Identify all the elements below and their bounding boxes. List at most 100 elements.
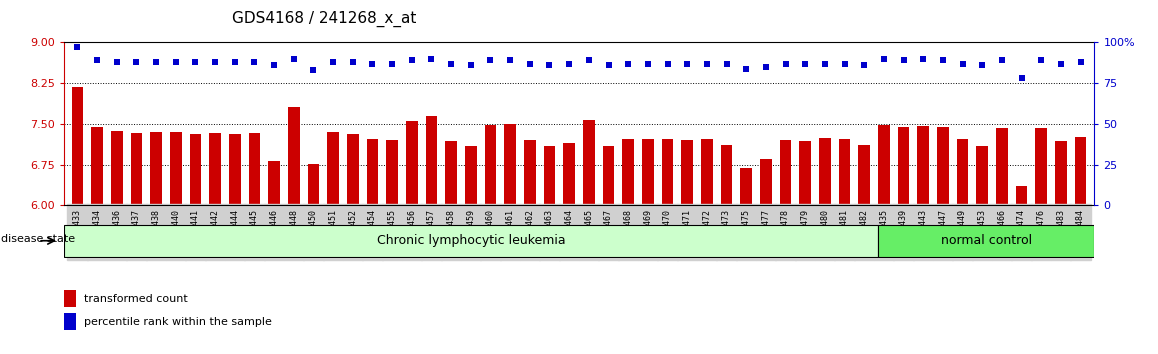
Bar [543,145,556,205]
Point [364,61,382,67]
Point [127,59,146,65]
Bar [996,128,1007,205]
Point [1071,59,1090,65]
Bar [1075,137,1086,205]
Point [167,59,185,65]
Bar [1055,141,1067,205]
Point [855,62,873,68]
Point [541,62,559,68]
Bar [426,116,438,205]
Bar [799,141,811,205]
Point [894,58,913,63]
Bar [229,134,241,205]
Bar [406,121,418,205]
Bar [878,125,889,205]
Point [992,58,1011,63]
Bar [878,225,1094,257]
Text: Chronic lymphocytic leukemia: Chronic lymphocytic leukemia [376,234,565,247]
Point [717,61,735,67]
Bar [269,161,280,205]
Point [1032,58,1050,63]
Bar [288,107,300,205]
Text: transformed count: transformed count [83,294,188,304]
Bar [64,313,75,331]
Bar [484,125,497,205]
Point [933,58,952,63]
Bar [720,144,732,205]
Bar [602,146,615,205]
Bar [367,139,379,205]
Bar [740,169,752,205]
Point [482,58,500,63]
Point [186,59,205,65]
Point [658,61,676,67]
Bar [957,139,968,205]
Bar [681,140,694,205]
Point [521,61,540,67]
Point [914,56,932,62]
Text: GDS4168 / 241268_x_at: GDS4168 / 241268_x_at [232,11,416,27]
Bar [328,132,339,205]
Bar [91,127,103,205]
Point [697,61,716,67]
Bar [347,134,359,205]
Bar [64,225,878,257]
Point [973,62,991,68]
Bar [779,140,791,205]
Point [815,61,834,67]
Bar [504,124,516,205]
Bar [210,133,221,205]
Bar [64,290,75,307]
Bar [308,164,320,205]
Point [108,59,126,65]
Bar [563,143,576,205]
Bar [642,139,654,205]
Bar [151,132,162,205]
Point [677,61,696,67]
Bar [111,131,123,205]
Point [579,58,598,63]
Point [756,64,775,70]
Bar [622,138,635,205]
Point [147,59,166,65]
Point [776,61,794,67]
Point [736,66,755,72]
Bar [249,133,261,205]
Point [638,61,657,67]
Text: disease state: disease state [1,234,75,244]
Point [835,61,853,67]
Point [1012,75,1031,81]
Bar [917,126,929,205]
Bar [523,140,536,205]
Point [796,61,814,67]
Bar [170,132,182,205]
Point [1051,61,1070,67]
Text: percentile rank within the sample: percentile rank within the sample [83,317,272,327]
Point [953,61,972,67]
Point [560,61,579,67]
Bar [72,87,83,205]
Point [226,59,244,65]
Point [403,58,422,63]
Bar [701,138,712,205]
Point [68,45,87,50]
Bar [446,141,457,205]
Bar [976,145,988,205]
Bar [760,159,771,205]
Bar [838,139,850,205]
Point [305,67,323,73]
Point [324,59,343,65]
Bar [387,139,398,205]
Point [344,59,362,65]
Point [423,56,441,62]
Bar [464,145,477,205]
Bar [661,139,674,205]
Bar [582,120,595,205]
Text: normal control: normal control [940,234,1032,247]
Bar [1035,128,1047,205]
Bar [819,138,830,205]
Point [88,58,107,63]
Point [874,56,893,62]
Bar [131,133,142,205]
Point [462,62,481,68]
